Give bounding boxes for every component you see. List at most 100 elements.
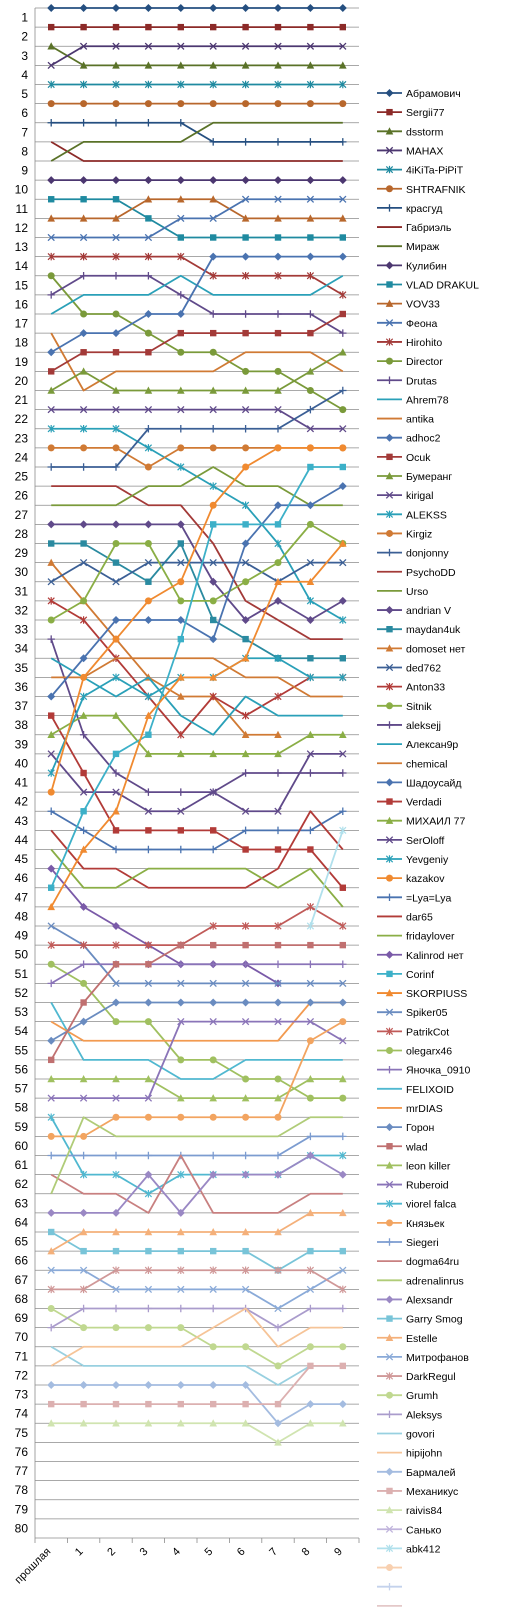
series-25 [47, 386, 347, 471]
legend-entry: Митрофанов [377, 1352, 469, 1364]
legend-entry: Anton33 [377, 682, 445, 694]
y-tick-label: 55 [15, 1043, 29, 1057]
legend-label: SHTRAFNIK [406, 184, 466, 196]
y-tick-label: 45 [15, 852, 29, 866]
data-point [47, 1305, 55, 1312]
data-point [47, 1419, 55, 1427]
data-point [47, 272, 55, 280]
data-point [274, 252, 282, 261]
data-point [112, 941, 120, 949]
legend-label: Sergii77 [406, 107, 445, 119]
legend-label: dsstorm [406, 126, 444, 138]
data-point [274, 1323, 282, 1332]
data-point [306, 597, 315, 605]
data-point [274, 80, 282, 89]
data-point [79, 558, 88, 567]
data-point [339, 558, 347, 567]
data-point [47, 214, 55, 222]
legend-entry: =Lya=Lya [377, 892, 452, 904]
data-point [112, 4, 120, 12]
data-point [306, 979, 315, 988]
data-point [306, 444, 314, 452]
legend-label: Grumh [406, 1390, 438, 1402]
data-point [112, 769, 120, 777]
y-tick-label: 34 [15, 642, 29, 656]
data-point [241, 1017, 250, 1026]
y-tick-label: 42 [15, 795, 29, 809]
data-point [241, 61, 250, 69]
y-tick-label: 20 [15, 374, 29, 388]
legend-entry: ALEKSS [377, 509, 447, 521]
data-point [47, 119, 55, 127]
series-line [51, 408, 343, 430]
data-point [80, 673, 88, 681]
data-point [47, 941, 55, 949]
data-point [209, 922, 217, 930]
data-point [79, 1381, 88, 1389]
data-point [144, 176, 153, 185]
data-point [80, 349, 87, 356]
data-point [209, 482, 217, 490]
data-point [47, 578, 55, 586]
legend-entry: МИХАИЛ 77 [377, 816, 465, 828]
y-tick-label: 5 [21, 87, 28, 101]
series-77 [306, 826, 347, 930]
y-tick-label: 32 [15, 603, 29, 617]
data-point [176, 616, 185, 624]
data-point [112, 827, 120, 834]
legend-entry: Yevgeniy [377, 854, 449, 866]
data-point [210, 234, 217, 241]
y-tick-labels: 1234567891011121314151617181920212223242… [15, 11, 29, 1536]
data-point [177, 1324, 185, 1332]
legend-entry: leon killer [377, 1160, 451, 1172]
data-point [241, 1151, 250, 1160]
data-point [306, 42, 315, 50]
series-34 [47, 635, 347, 796]
legend-swatch-marker [385, 472, 394, 480]
data-point [307, 463, 314, 471]
data-point [209, 979, 217, 988]
data-point [47, 1113, 55, 1121]
data-point [47, 1266, 55, 1274]
y-tick-label: 51 [15, 967, 29, 981]
data-point [306, 960, 315, 968]
series-65 [48, 1228, 346, 1274]
legend-swatch-marker [386, 798, 393, 805]
y-tick-label: 25 [15, 470, 29, 484]
data-point [209, 960, 217, 968]
y-tick-label: 63 [15, 1196, 29, 1210]
data-point [242, 1113, 250, 1121]
data-point [209, 4, 218, 12]
data-point [177, 692, 185, 700]
legend-swatch-marker [386, 1047, 393, 1054]
data-point [47, 80, 55, 89]
series-line [51, 1269, 344, 1291]
legend-label: DarkRegul [406, 1371, 456, 1383]
legend: Абрамович Sergii77 dsstorm MAHAX 4iKiTa-PiPi… [377, 88, 479, 1607]
legend-label: SerOloff [406, 835, 444, 847]
legend-swatch-marker [385, 644, 394, 652]
data-point [209, 176, 218, 185]
legend-swatch-marker [386, 1487, 393, 1495]
data-point [47, 405, 55, 414]
legend-entry: adhoc2 [377, 433, 441, 445]
x-tick-label: 9 [332, 1546, 345, 1559]
data-point [339, 1247, 346, 1255]
data-point [48, 23, 55, 31]
series-line [50, 638, 343, 794]
data-point [47, 42, 55, 50]
legend-entry: Князьек [377, 1218, 445, 1230]
series-line [50, 714, 343, 755]
data-point [274, 521, 282, 528]
legend-swatch-marker [386, 626, 393, 633]
data-point [80, 808, 87, 815]
legend-label: SKORPIUSS [406, 988, 467, 1000]
x-tick-label: 6 [235, 1546, 248, 1559]
data-point [112, 807, 120, 815]
data-point [47, 635, 55, 643]
data-point [177, 979, 185, 988]
data-point [176, 998, 185, 1007]
legend-entry: Garry Smog [377, 1314, 463, 1326]
data-point [177, 348, 185, 356]
series-line [50, 562, 278, 736]
